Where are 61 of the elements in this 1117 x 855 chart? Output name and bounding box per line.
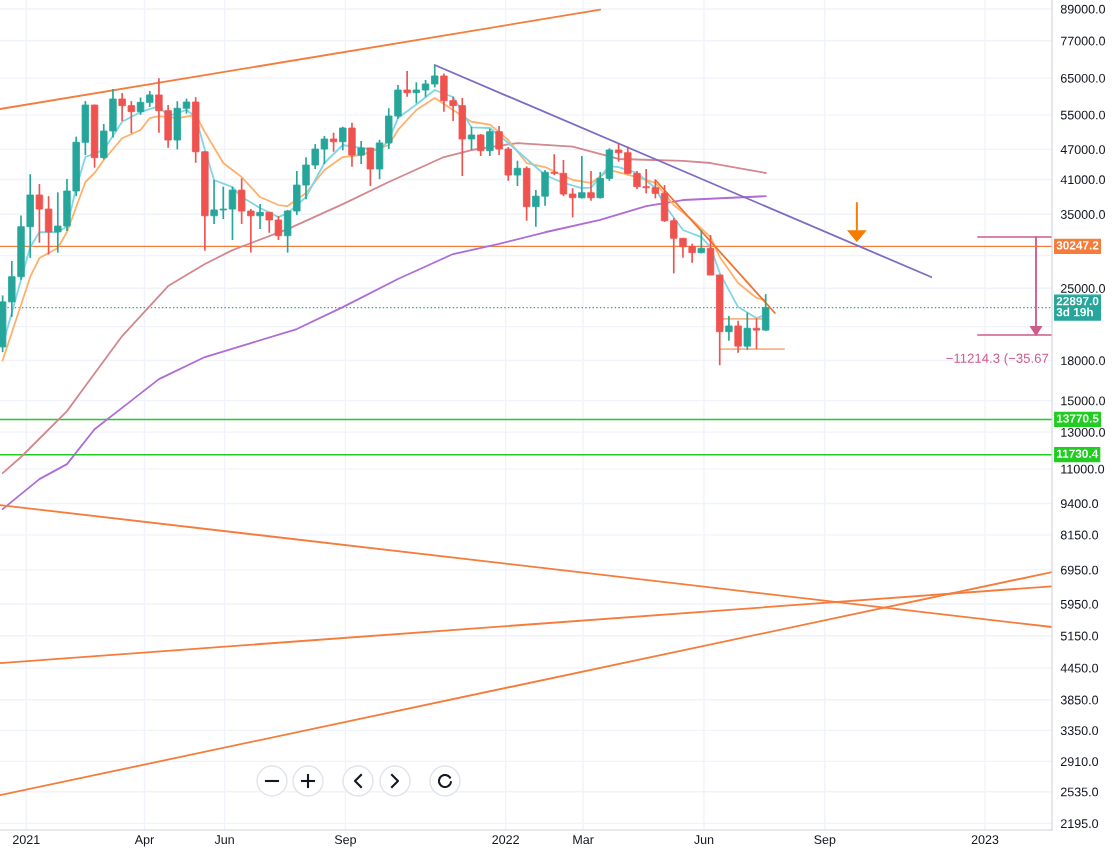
candlestick <box>486 128 494 157</box>
ref-line-label: 13770.5 <box>1056 414 1099 423</box>
candlestick <box>578 155 586 200</box>
y-tick-label: 11000.0 <box>1061 464 1105 474</box>
candlestick <box>329 131 338 153</box>
y-tick-label: 6950.0 <box>1060 565 1099 575</box>
candlestick <box>228 185 237 241</box>
y-tick-label: 3350.0 <box>1060 726 1099 736</box>
candlestick <box>568 187 577 219</box>
candlestick <box>467 125 476 151</box>
candlestick <box>752 317 761 350</box>
candlestick <box>761 293 770 332</box>
y-tick-label: 2910.0 <box>1060 757 1099 767</box>
candlestick <box>513 159 522 187</box>
candlestick <box>587 170 595 202</box>
y-tick-label: 89000.0 <box>1060 4 1106 14</box>
candlestick <box>403 70 411 98</box>
y-tick-label: 65000.0 <box>1060 73 1106 83</box>
y-tick-label: 55000.0 <box>1060 110 1106 120</box>
x-tick-label: Jun <box>214 835 234 845</box>
annotation: −11214.3 (−35.67 <box>946 353 1049 366</box>
ref-line-label: 11730.4 <box>1056 449 1099 458</box>
y-tick-label: 18000.0 <box>1061 356 1106 366</box>
y-tick-label: 3850.0 <box>1060 695 1099 705</box>
y-tick-label: 4450.0 <box>1060 663 1099 673</box>
y-tick-label: 13000.0 <box>1061 427 1106 437</box>
candlestick <box>725 315 733 342</box>
x-tick-label: Mar <box>573 835 594 845</box>
candlestick <box>44 195 53 256</box>
candlestick <box>734 319 742 354</box>
y-tick-label: 9400.0 <box>1060 499 1099 509</box>
x-tick-label: Apr <box>134 835 154 847</box>
line-series <box>1 142 767 475</box>
y-tick-label: 25000.0 <box>1060 284 1106 293</box>
line-series <box>1 195 767 511</box>
x-tick-label: Sep <box>334 835 357 847</box>
x-tick-label: 2023 <box>971 835 999 845</box>
candlestick <box>366 146 375 187</box>
y-tick-label: 8150.0 <box>1060 530 1099 540</box>
candlestick <box>476 133 485 157</box>
y-tick-label: 47000.0 <box>1060 145 1106 155</box>
y-tick-label: 35000.0 <box>1060 210 1106 219</box>
y-tick-label: 5950.0 <box>1060 599 1099 609</box>
y-tick-label: 41000.0 <box>1060 175 1106 185</box>
ref-line-label: 22897.0 3d 19h <box>1056 296 1099 317</box>
x-tick-label: 2021 <box>12 835 40 845</box>
x-tick-label: Jun <box>694 835 714 845</box>
candlestick <box>743 311 751 351</box>
ref-line-label: 30247.2 <box>1056 241 1099 250</box>
x-tick-label: Sep <box>814 835 836 847</box>
y-tick-label: 2535.0 <box>1060 787 1099 797</box>
y-tick-label: 5150.0 <box>1060 631 1099 641</box>
candlestick <box>357 140 365 165</box>
candlestick <box>256 203 264 230</box>
y-tick-label: 2195.0 <box>1060 819 1099 829</box>
candlestick <box>35 183 44 244</box>
candlestick <box>412 81 421 105</box>
y-tick-label: 77000.0 <box>1060 36 1106 46</box>
y-tick-label: 15000.0 <box>1061 396 1106 406</box>
candlestick <box>431 64 439 89</box>
x-tick-label: 2022 <box>492 835 519 845</box>
